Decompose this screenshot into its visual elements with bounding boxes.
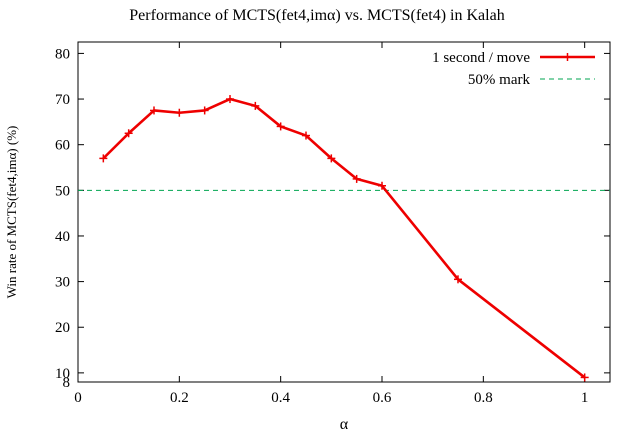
x-tick-label: 0.8: [474, 390, 493, 406]
x-tick-label: 1: [581, 390, 589, 406]
y-axis-label: Win rate of MCTS(fet4,imα) (%): [4, 126, 19, 299]
x-tick-label: 0: [74, 390, 82, 406]
legend-label: 50% mark: [468, 72, 531, 88]
x-tick-label: 0.4: [271, 390, 290, 406]
y-tick-label: 40: [55, 229, 70, 245]
y-tick-label: 10: [55, 366, 70, 382]
chart-canvas: 0 0.2 0.4 0.6 0.8 1 810 20 30 40 50 60 70 80 1 second …: [4, 41, 611, 433]
legend-label: 1 second / move: [432, 50, 530, 66]
plot-border: [77, 41, 611, 383]
chart-title: Performance of MCTS(fet4,imα) vs. MCTS(f…: [129, 7, 505, 24]
x-tick-label: 0.6: [373, 390, 392, 406]
series-line: [102, 97, 586, 379]
y-tick-label: 70: [55, 92, 70, 108]
y-tick-label: 20: [55, 320, 70, 336]
y-tick-label: 50: [55, 183, 70, 199]
y-tick-label: 60: [55, 138, 70, 154]
x-axis-label: α: [340, 416, 349, 433]
y-tick-label: 8: [63, 375, 71, 391]
y-tick-label: 30: [55, 275, 70, 291]
y-tick-label: 80: [55, 46, 70, 62]
x-tick-label: 0.2: [170, 390, 189, 406]
